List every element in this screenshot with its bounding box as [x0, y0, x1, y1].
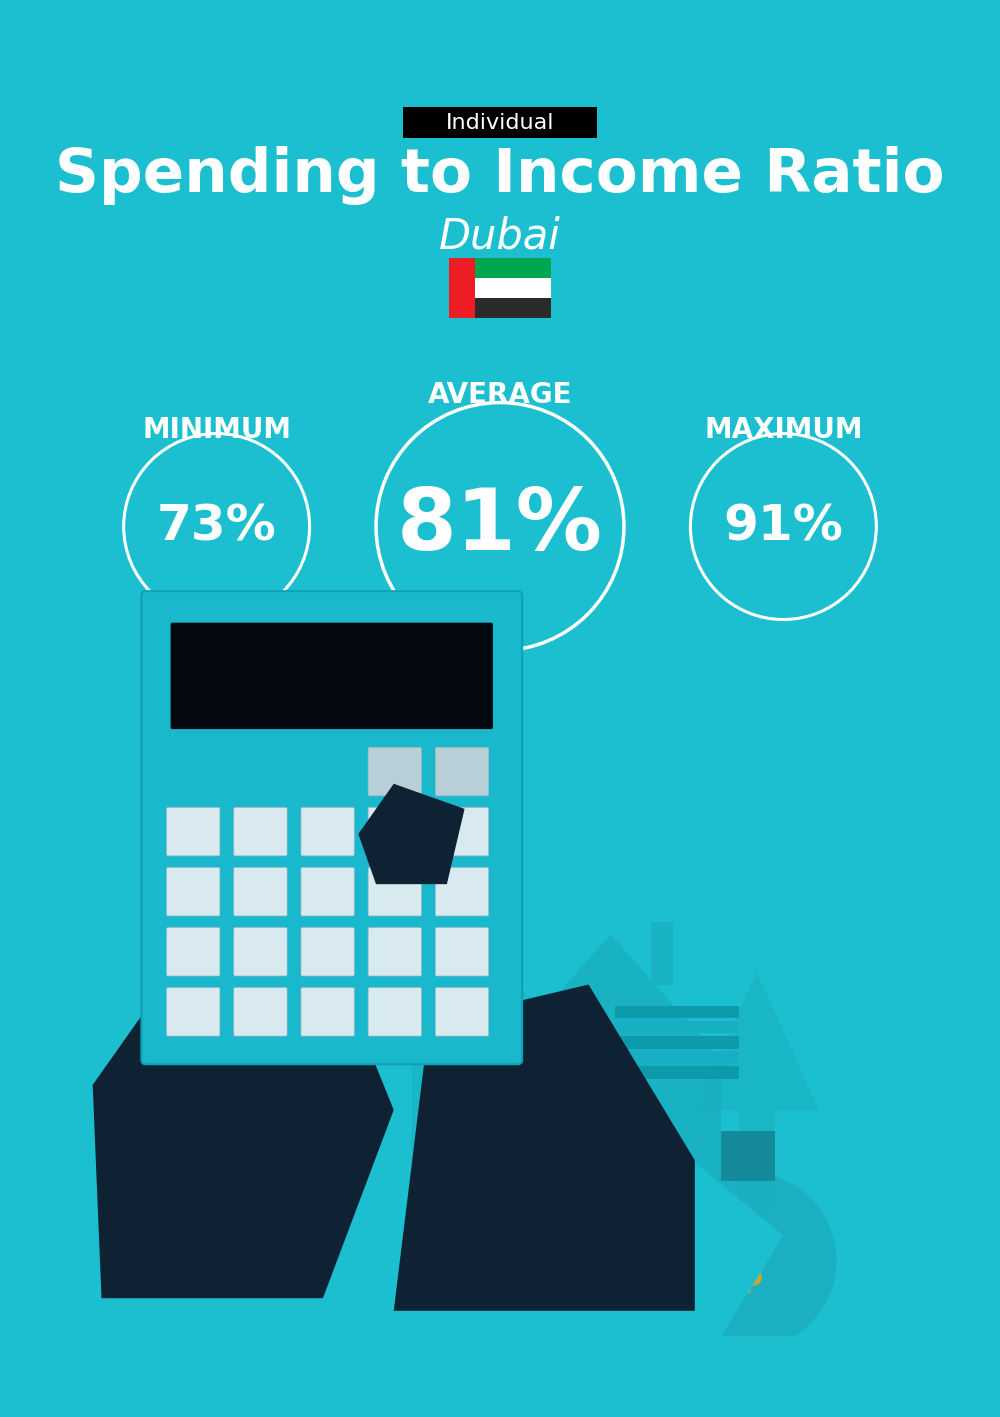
- FancyBboxPatch shape: [721, 1131, 775, 1180]
- FancyBboxPatch shape: [435, 747, 489, 796]
- FancyBboxPatch shape: [368, 928, 421, 976]
- FancyBboxPatch shape: [234, 988, 287, 1036]
- Text: 81%: 81%: [397, 485, 603, 568]
- FancyBboxPatch shape: [141, 591, 522, 1064]
- FancyBboxPatch shape: [475, 258, 551, 278]
- FancyBboxPatch shape: [301, 988, 354, 1036]
- FancyBboxPatch shape: [435, 928, 489, 976]
- FancyBboxPatch shape: [435, 808, 489, 856]
- Polygon shape: [349, 809, 527, 1161]
- FancyBboxPatch shape: [435, 867, 489, 915]
- FancyBboxPatch shape: [167, 867, 220, 915]
- FancyBboxPatch shape: [368, 867, 421, 915]
- Text: Dubai: Dubai: [439, 215, 561, 258]
- FancyBboxPatch shape: [234, 808, 287, 856]
- FancyBboxPatch shape: [301, 867, 354, 915]
- FancyBboxPatch shape: [500, 1078, 721, 1298]
- FancyBboxPatch shape: [615, 1051, 739, 1064]
- Text: Individual: Individual: [446, 112, 554, 133]
- FancyBboxPatch shape: [615, 1006, 739, 1019]
- FancyBboxPatch shape: [615, 1036, 739, 1049]
- FancyBboxPatch shape: [234, 867, 287, 915]
- FancyBboxPatch shape: [301, 808, 354, 856]
- FancyBboxPatch shape: [622, 1119, 661, 1158]
- Circle shape: [580, 1148, 704, 1272]
- Text: AVERAGE: AVERAGE: [428, 381, 572, 410]
- Polygon shape: [57, 1161, 341, 1336]
- FancyBboxPatch shape: [301, 928, 354, 976]
- Text: MINIMUM: MINIMUM: [142, 417, 291, 444]
- FancyBboxPatch shape: [234, 928, 287, 976]
- Text: MAXIMUM: MAXIMUM: [704, 417, 863, 444]
- FancyBboxPatch shape: [171, 622, 493, 730]
- FancyBboxPatch shape: [368, 988, 421, 1036]
- FancyBboxPatch shape: [368, 808, 421, 856]
- FancyBboxPatch shape: [615, 1020, 739, 1033]
- Polygon shape: [394, 985, 695, 1311]
- FancyBboxPatch shape: [615, 1066, 739, 1078]
- Text: $: $: [731, 1251, 764, 1295]
- FancyBboxPatch shape: [475, 298, 551, 319]
- FancyBboxPatch shape: [167, 988, 220, 1036]
- Text: Spending to Income Ratio: Spending to Income Ratio: [55, 146, 945, 204]
- FancyBboxPatch shape: [368, 747, 421, 796]
- Text: 73%: 73%: [157, 503, 277, 551]
- Polygon shape: [367, 1148, 783, 1336]
- FancyBboxPatch shape: [575, 1173, 642, 1298]
- Polygon shape: [482, 934, 739, 1078]
- Text: $: $: [631, 1209, 652, 1237]
- Circle shape: [659, 1172, 836, 1349]
- FancyBboxPatch shape: [167, 808, 220, 856]
- FancyBboxPatch shape: [435, 988, 489, 1036]
- FancyBboxPatch shape: [403, 106, 597, 139]
- FancyBboxPatch shape: [167, 928, 220, 976]
- FancyBboxPatch shape: [57, 81, 943, 1336]
- Polygon shape: [695, 972, 819, 1210]
- Text: 91%: 91%: [723, 503, 843, 551]
- Polygon shape: [93, 934, 394, 1298]
- FancyBboxPatch shape: [475, 278, 551, 298]
- FancyBboxPatch shape: [651, 922, 673, 985]
- Polygon shape: [358, 784, 465, 884]
- FancyBboxPatch shape: [449, 258, 475, 319]
